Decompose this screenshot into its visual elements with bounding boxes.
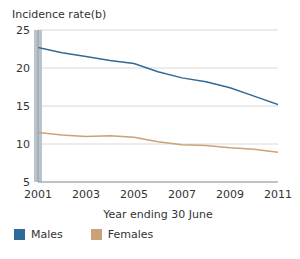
svg-text:Year ending 30 June: Year ending 30 June [102,208,213,220]
svg-text:2003: 2003 [72,188,100,201]
svg-text:20: 20 [16,62,30,75]
svg-text:2011: 2011 [264,188,292,201]
svg-text:15: 15 [16,100,30,113]
svg-text:5: 5 [23,176,30,189]
html-text:Incidence rate(b): Incidence rate(b) [12,8,107,21]
svg-text:10: 10 [16,138,30,151]
html-text:Females: Females [107,228,154,241]
svg-text:2005: 2005 [120,188,148,201]
svg-text:25: 25 [16,24,30,37]
svg-text:2007: 2007 [168,188,196,201]
svg-text:2009: 2009 [216,188,244,201]
html-text:Males: Males [31,228,63,241]
svg-text:2001: 2001 [24,188,52,201]
